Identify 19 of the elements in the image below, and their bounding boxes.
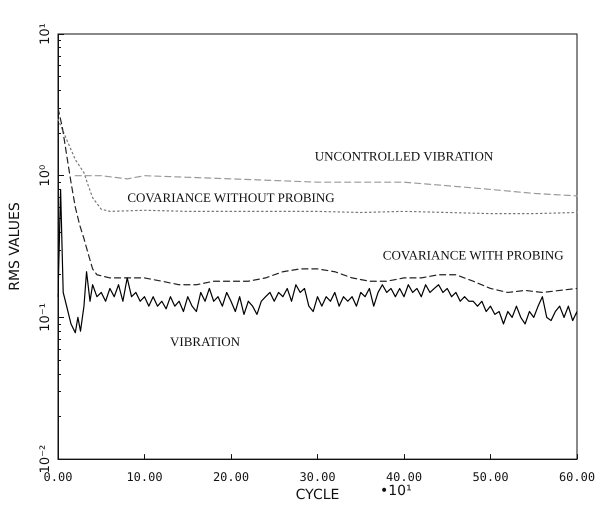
series-label: COVARIANCE WITHOUT PROBING	[127, 190, 335, 205]
series-label: COVARIANCE WITH PROBING	[382, 248, 564, 263]
line-series	[57, 188, 578, 334]
x-tick-label: 30.00	[299, 470, 336, 484]
x-tick-label: 40.00	[386, 470, 422, 484]
x-axis-title: CYCLE	[296, 487, 340, 503]
text: •10¹	[380, 483, 412, 499]
y-tick-label: 10⁻¹	[38, 303, 53, 332]
series-label: UNCONTROLLED VIBRATION	[314, 148, 494, 164]
y-tick-label: 10⁰	[38, 164, 53, 187]
series-label: VIBRATION	[170, 334, 241, 349]
line-series	[57, 118, 578, 214]
y-tick-label: 10¹	[38, 23, 53, 45]
line-series	[57, 107, 578, 294]
x-tick-label: 50.00	[472, 470, 509, 484]
x-tick-label: 20.00	[212, 470, 250, 484]
x-tick-label: 10.00	[126, 470, 163, 484]
x-tick-label: 60.00	[558, 470, 596, 484]
y-axis-title: RMS VALUES	[7, 202, 23, 291]
